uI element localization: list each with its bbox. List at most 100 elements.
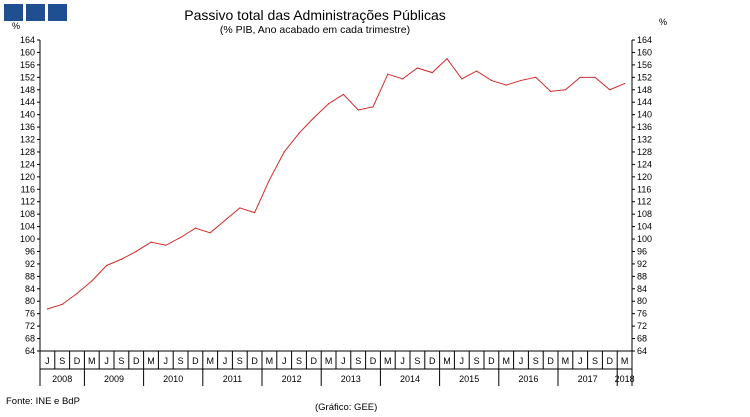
data-point [461,78,463,80]
y-tick-label-right: 160 [637,47,652,57]
year-label: 2013 [341,374,361,384]
y-tick-label-left: 144 [20,97,35,107]
x-tick-label: D [370,356,377,366]
y-tick-label-right: 132 [637,135,652,145]
x-tick-label: S [296,356,302,366]
y-tick-label-right: 64 [637,346,647,356]
y-tick-label-right: 156 [637,60,652,70]
x-tick-label: D [311,356,318,366]
y-axis-unit-right: % [659,17,668,27]
data-point [194,227,196,229]
y-tick-label-left: 112 [21,197,35,207]
data-point [372,106,374,108]
x-tick-label: S [474,356,480,366]
data-point [387,73,389,75]
data-point [165,244,167,246]
y-tick-label-left: 136 [20,122,35,132]
y-tick-label-left: 156 [20,60,35,70]
x-tick-label: M [621,356,629,366]
y-tick-label-left: 64 [25,346,35,356]
y-tick-label-right: 104 [637,222,652,232]
y-tick-label-left: 72 [25,321,35,331]
y-tick-label-right: 76 [637,309,647,319]
y-tick-label-left: 100 [20,234,35,244]
year-label: 2011 [223,374,242,384]
data-point [594,76,596,78]
data-point [564,89,567,91]
data-point [490,79,492,82]
y-tick-label-right: 152 [637,72,652,82]
logo-square [26,4,45,21]
data-point [268,179,270,181]
y-tick-label-left: 96 [25,246,35,256]
data-point [313,117,315,119]
y-tick-label-left: 124 [20,159,35,169]
data-point [76,292,78,295]
x-tick-label: J [578,356,583,366]
y-tick-label-left: 120 [20,172,35,182]
data-point [476,70,478,72]
y-tick-label-right: 128 [637,147,652,157]
x-tick-label: J [341,356,346,366]
data-point [446,58,448,60]
y-tick-label-right: 144 [637,97,652,107]
y-tick-label-right: 140 [637,110,652,120]
data-point [342,93,344,96]
y-tick-label-right: 164 [637,35,652,45]
y-tick-label-right: 68 [637,334,647,344]
year-label: 2012 [282,374,302,384]
chart-title: Passivo total das Administrações Pública… [184,7,446,23]
y-tick-label-right: 124 [637,159,652,169]
y-tick-label-left: 84 [25,284,35,294]
y-tick-label-left: 68 [25,334,35,344]
data-point [402,78,404,80]
x-tick-label: S [178,356,184,366]
x-tick-label: M [88,356,96,366]
year-label: 2017 [578,374,598,384]
data-point [298,132,300,134]
chart-subtitle: (% PIB, Ano acabado em cada trimestre) [219,24,411,36]
data-point [150,241,152,243]
x-tick-label: M [266,356,274,366]
x-tick-label: D [133,356,140,366]
y-tick-label-right: 88 [637,271,647,281]
x-tick-label: S [533,356,539,366]
y-tick-label-left: 108 [20,209,35,219]
y-tick-label-right: 92 [637,259,647,269]
data-point [283,151,285,153]
data-point [609,89,611,91]
y-tick-label-right: 120 [637,172,652,182]
x-tick-label: M [384,356,392,366]
data-point [91,280,93,282]
x-tick-label: M [325,356,333,366]
data-point [357,109,359,111]
x-tick-label: M [562,356,570,366]
x-tick-label: M [443,356,451,366]
y-tick-label-left: 132 [20,135,35,145]
year-label: 2018 [615,374,635,384]
data-point [135,250,137,253]
y-tick-label-left: 148 [20,85,35,95]
data-point [209,232,211,234]
y-axis-unit-left: % [12,21,21,31]
y-tick-label-right: 108 [637,209,652,219]
x-tick-label: M [502,356,510,366]
data-point [254,212,256,214]
logo-square [48,4,67,21]
data-point [224,219,226,221]
x-tick-label: D [547,356,554,366]
year-label: 2016 [518,374,538,384]
y-tick-label-left: 116 [21,184,35,194]
x-tick-label: M [147,356,155,366]
x-tick-label: S [237,356,243,366]
data-point [431,72,433,74]
x-tick-label: J [223,356,228,366]
data-point [239,207,241,209]
data-point [535,76,537,78]
y-tick-label-left: 80 [25,296,35,306]
y-tick-label-right: 100 [637,234,652,244]
x-tick-label: D [74,356,81,366]
x-tick-label: J [282,356,287,366]
x-tick-label: J [164,356,169,366]
